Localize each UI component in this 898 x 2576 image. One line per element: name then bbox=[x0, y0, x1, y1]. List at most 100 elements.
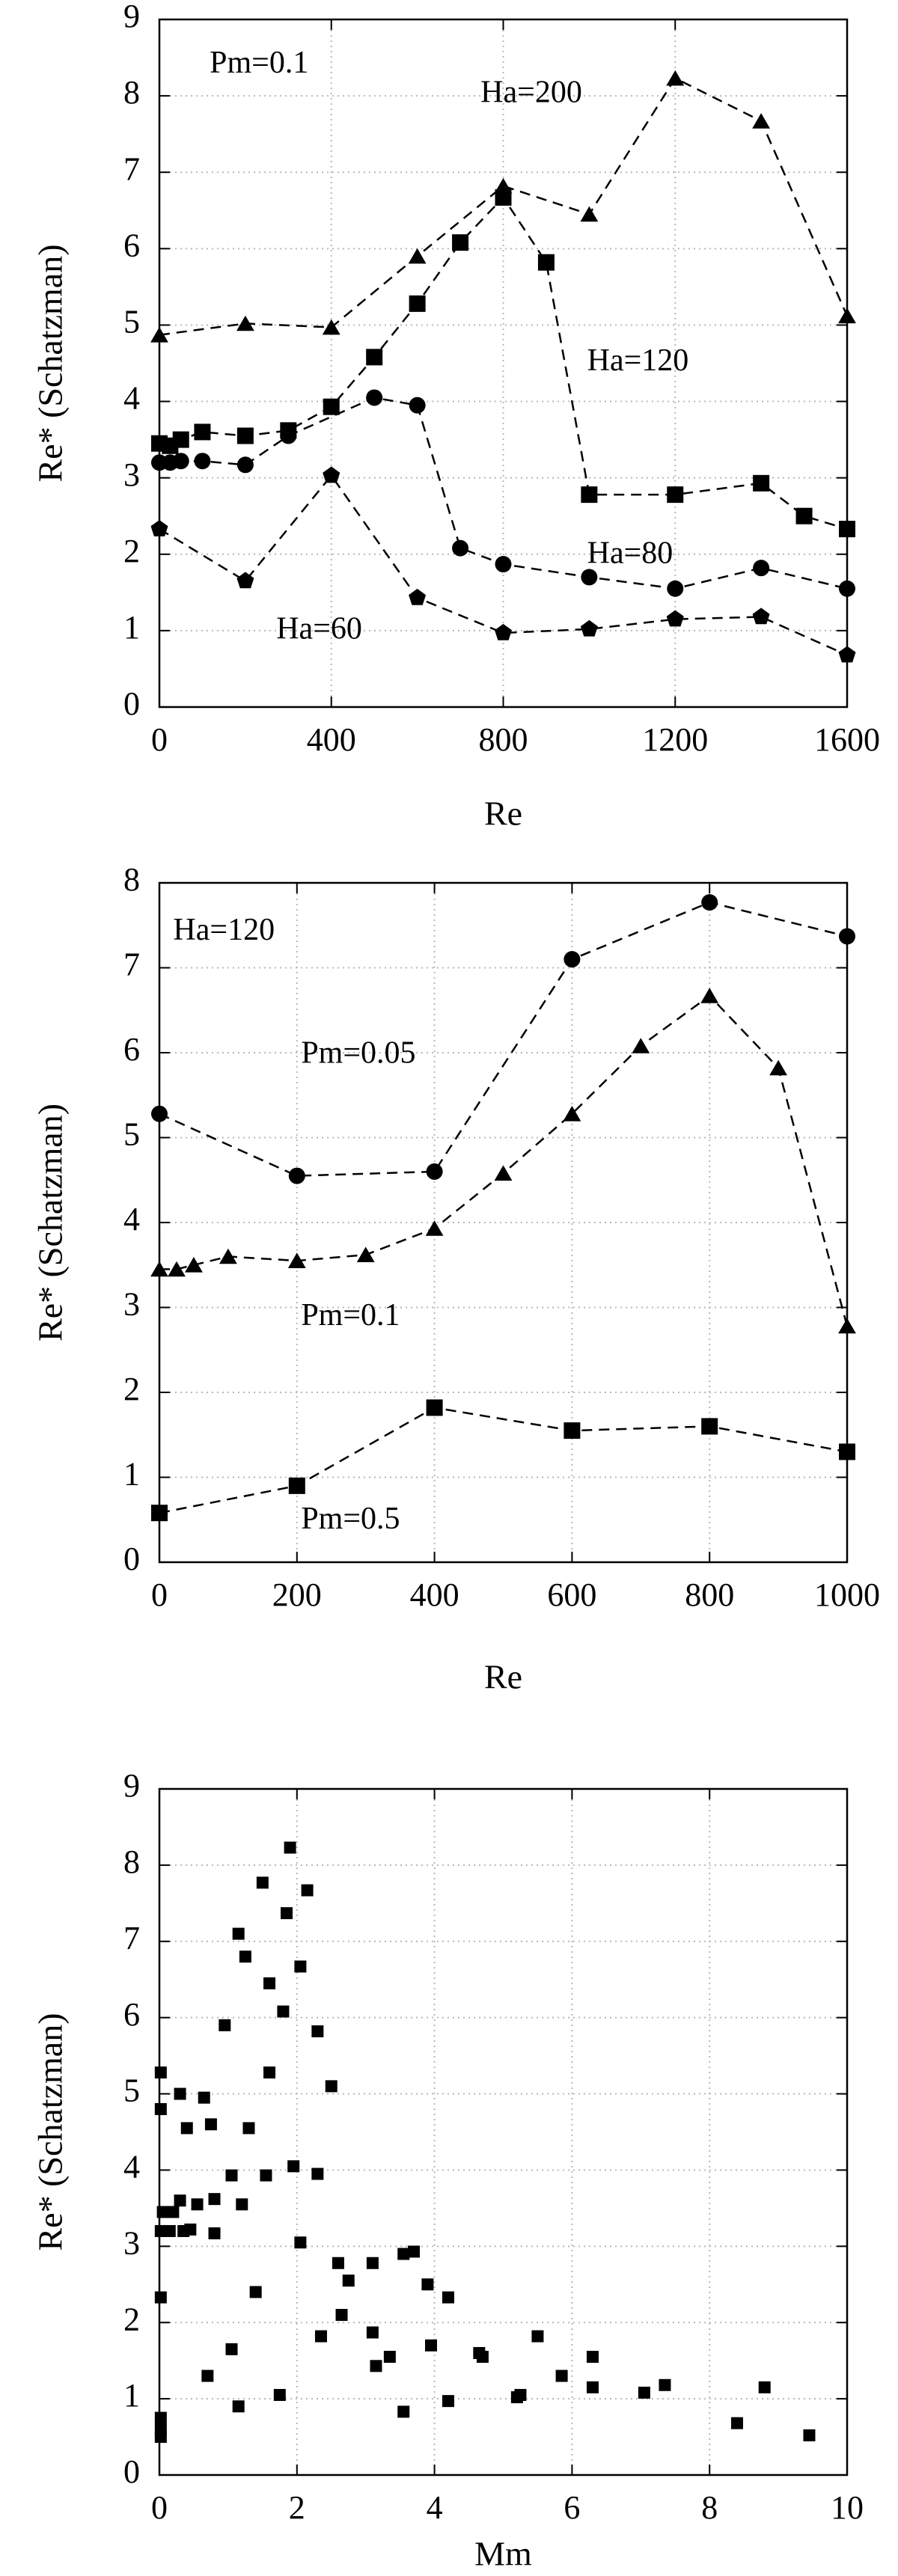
scatter-point bbox=[156, 2206, 169, 2218]
marker bbox=[667, 486, 684, 504]
scatter-point bbox=[294, 1960, 307, 1973]
scatter-point bbox=[219, 2019, 231, 2031]
marker bbox=[581, 569, 598, 586]
scatter-point bbox=[167, 2206, 180, 2218]
y-tick-label: 1 bbox=[123, 609, 140, 646]
y-tick-label: 5 bbox=[123, 304, 140, 340]
marker bbox=[581, 486, 598, 504]
marker bbox=[356, 1246, 375, 1262]
y-tick-label: 6 bbox=[123, 227, 140, 263]
y-tick-label: 3 bbox=[123, 2224, 140, 2261]
marker bbox=[426, 1163, 443, 1180]
x-tick-label: 600 bbox=[547, 1576, 596, 1613]
marker bbox=[150, 1261, 168, 1277]
series-label: Ha=60 bbox=[276, 612, 362, 646]
y-tick-label: 8 bbox=[123, 1844, 140, 1880]
scatter-point bbox=[256, 1876, 269, 1889]
marker bbox=[452, 539, 469, 557]
marker bbox=[150, 520, 168, 536]
plot-frame bbox=[158, 881, 849, 1564]
marker bbox=[426, 1399, 443, 1416]
marker bbox=[838, 308, 856, 324]
scatter-point bbox=[232, 1927, 245, 1940]
y-tick-label: 4 bbox=[123, 380, 140, 417]
series-line bbox=[159, 474, 848, 656]
scatter-point bbox=[366, 2326, 379, 2339]
marker bbox=[666, 70, 685, 86]
y-tick-label: 5 bbox=[123, 2072, 140, 2109]
marker bbox=[288, 1167, 305, 1184]
scatter-point bbox=[204, 2118, 217, 2131]
y-tick-label: 7 bbox=[123, 1920, 140, 1957]
scatter-point bbox=[225, 2343, 238, 2355]
y-tick-label: 0 bbox=[123, 1541, 140, 1577]
series-line bbox=[159, 901, 848, 1177]
y-axis-label: Re* (Schatzman) bbox=[31, 1104, 70, 1341]
x-tick-label: 1200 bbox=[642, 721, 708, 758]
x-tick-label: 800 bbox=[479, 721, 528, 758]
scatter-point bbox=[260, 2169, 272, 2182]
marker bbox=[150, 327, 168, 343]
x-tick-label: 400 bbox=[307, 721, 356, 758]
y-tick-label: 4 bbox=[123, 2149, 140, 2185]
scatter-point bbox=[208, 2227, 221, 2240]
scatter-point bbox=[284, 1841, 296, 1854]
scatter-point bbox=[242, 2122, 255, 2135]
marker bbox=[632, 1038, 650, 1053]
y-tick-label: 2 bbox=[123, 2301, 140, 2337]
x-tick-label: 2 bbox=[289, 2489, 305, 2526]
scatter-point bbox=[281, 1907, 293, 1920]
scatter-point bbox=[249, 2286, 262, 2298]
y-tick-label: 9 bbox=[123, 1767, 140, 1804]
y-axis-label: Re* (Schatzman) bbox=[31, 2013, 70, 2251]
marker bbox=[366, 389, 383, 406]
y-tick-label: 8 bbox=[123, 74, 140, 111]
x-tick-label: 800 bbox=[685, 1576, 734, 1613]
y-tick-label: 3 bbox=[123, 456, 140, 493]
scatter-point bbox=[514, 2389, 527, 2402]
y-tick-label: 8 bbox=[123, 861, 140, 898]
marker bbox=[838, 1318, 856, 1334]
marker bbox=[839, 1443, 855, 1460]
x-tick-label: 10 bbox=[831, 2489, 864, 2526]
marker bbox=[495, 556, 512, 573]
marker bbox=[151, 1105, 168, 1122]
marker bbox=[409, 295, 426, 312]
series-label: Ha=200 bbox=[480, 76, 582, 110]
marker bbox=[752, 113, 770, 129]
marker bbox=[366, 349, 383, 366]
marker bbox=[172, 453, 189, 470]
chart: 0 1 2 3 4 5 6 7 8 9 0 2 4 6 8 10 Mm Re* (Schatzman) bbox=[31, 1767, 864, 2572]
scatter-point bbox=[383, 2351, 396, 2364]
marker bbox=[752, 608, 770, 625]
scatter-point bbox=[301, 1884, 314, 1897]
marker bbox=[323, 466, 340, 483]
scatter-point bbox=[154, 2291, 167, 2304]
scatter-point bbox=[408, 2245, 421, 2258]
marker bbox=[753, 560, 770, 577]
y-tick-label: 1 bbox=[123, 1456, 140, 1493]
marker bbox=[172, 431, 189, 448]
scatter-point bbox=[277, 2005, 290, 2018]
scatter-point bbox=[208, 2193, 221, 2206]
scatter-point bbox=[154, 2066, 167, 2079]
marker bbox=[322, 319, 340, 335]
marker bbox=[753, 474, 770, 492]
scatter-point bbox=[531, 2330, 544, 2343]
marker bbox=[537, 254, 555, 271]
marker bbox=[495, 189, 512, 206]
marker bbox=[701, 894, 718, 911]
marker bbox=[287, 1252, 306, 1268]
annotation: Ha=120 bbox=[173, 913, 275, 947]
marker bbox=[236, 315, 254, 331]
plot-frame bbox=[158, 1787, 849, 2476]
scatter-point bbox=[239, 1951, 251, 1963]
marker bbox=[769, 1059, 787, 1076]
y-tick-label: 3 bbox=[123, 1286, 140, 1323]
y-tick-label: 5 bbox=[123, 1116, 140, 1153]
y-axis-label: Re* (Schatzman) bbox=[31, 244, 70, 482]
marker bbox=[667, 580, 684, 597]
series-label: Pm=0.1 bbox=[301, 1298, 400, 1333]
series-line bbox=[159, 76, 849, 336]
